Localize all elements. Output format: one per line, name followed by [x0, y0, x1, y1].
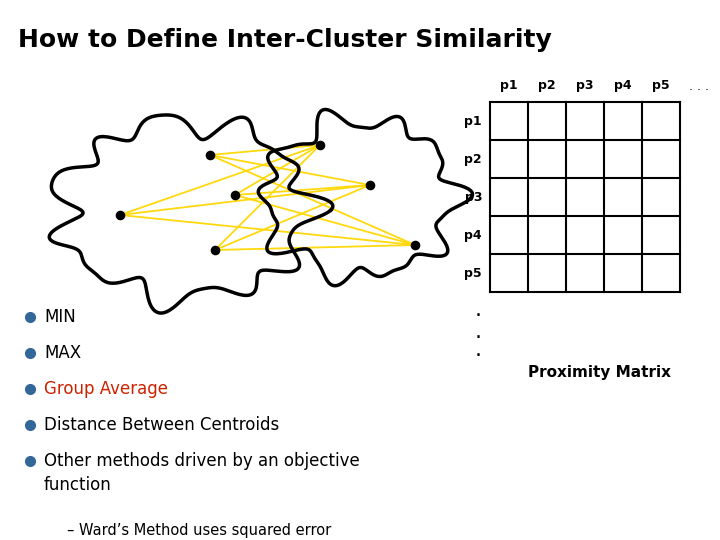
Point: [204, 151, 216, 159]
Text: MAX: MAX: [44, 344, 81, 362]
Text: p4: p4: [614, 79, 632, 92]
Text: p1: p1: [500, 79, 518, 92]
Point: [409, 241, 420, 249]
Point: [210, 246, 221, 254]
Text: MIN: MIN: [44, 308, 76, 326]
Text: Other methods driven by an objective: Other methods driven by an objective: [44, 452, 360, 470]
Point: [114, 211, 126, 219]
Text: .: .: [475, 322, 482, 342]
Text: .: .: [475, 340, 482, 360]
Text: p4: p4: [464, 228, 482, 241]
Text: Group Average: Group Average: [44, 380, 168, 398]
Point: [229, 191, 240, 199]
Text: .: .: [475, 300, 482, 320]
Text: – Ward’s Method uses squared error: – Ward’s Method uses squared error: [67, 523, 331, 537]
Text: p3: p3: [464, 191, 482, 204]
Point: [314, 141, 325, 150]
Text: p2: p2: [538, 79, 556, 92]
Text: . . .: . . .: [689, 79, 709, 92]
Text: p5: p5: [652, 79, 670, 92]
Text: p3: p3: [576, 79, 594, 92]
Text: p1: p1: [464, 114, 482, 127]
Text: p2: p2: [464, 152, 482, 165]
Text: How to Define Inter-Cluster Similarity: How to Define Inter-Cluster Similarity: [18, 28, 552, 52]
Text: Distance Between Centroids: Distance Between Centroids: [44, 416, 279, 434]
Text: function: function: [44, 476, 112, 494]
Text: Proximity Matrix: Proximity Matrix: [528, 364, 672, 380]
Text: p5: p5: [464, 267, 482, 280]
Point: [364, 181, 376, 190]
